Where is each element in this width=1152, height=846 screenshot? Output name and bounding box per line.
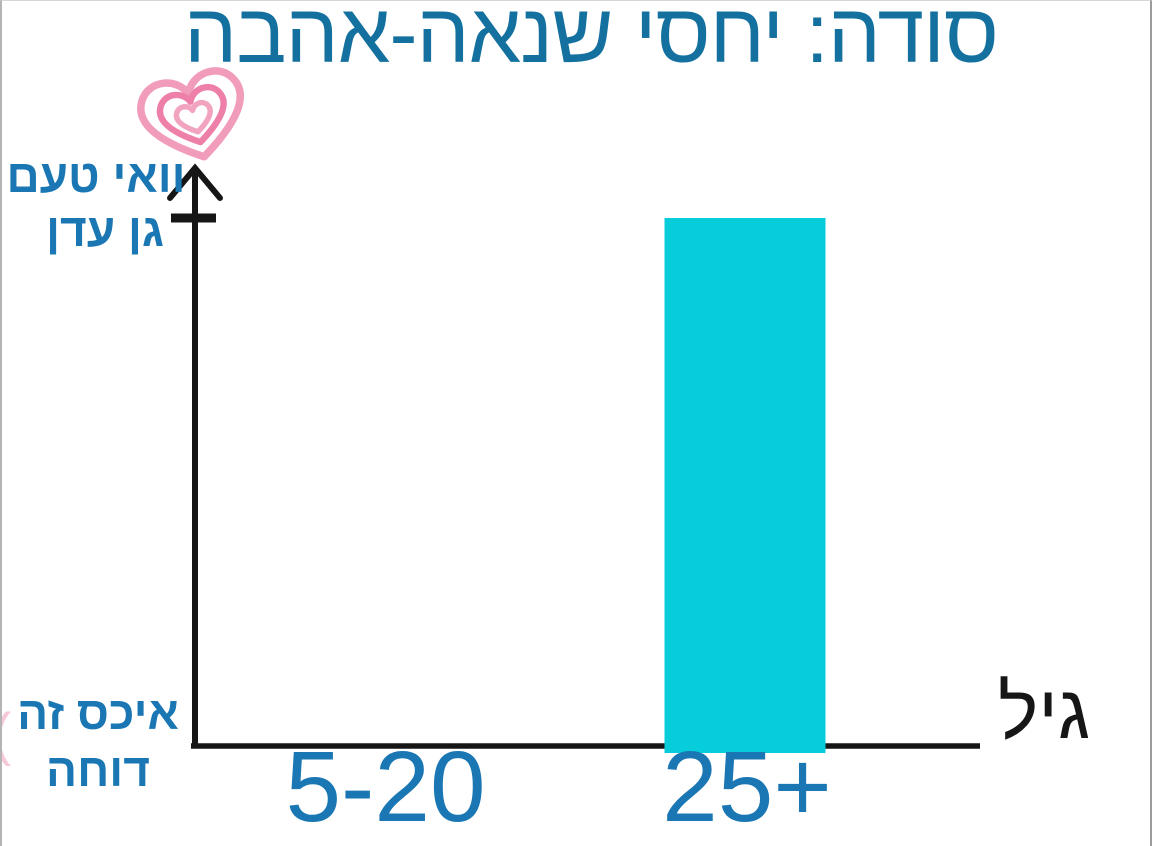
y-axis-max-label: וואי טעם גן עדן [2,149,190,257]
plot-area: 5-20 25+ [194,218,992,837]
bar-slot-5-20 [305,218,466,753]
chart-title: סודה: יחסי שנאה-אהבה [184,0,999,80]
y-axis-min-label-line2: דוחה [46,744,150,796]
bar-slot-25-plus [664,218,826,753]
x-axis-title: גיל [998,670,1091,755]
y-axis-min-label: איכס זה דוחה [2,685,194,799]
x-category-label-5-20: 5-20 [285,731,486,843]
y-axis-max-label-line1: וואי טעם [6,150,186,202]
y-axis-min-label-line1: איכס זה [17,687,179,739]
bar-25-plus [664,218,826,753]
y-axis-arrow-icon [167,163,223,201]
stray-parenthesis-mark: ( [2,701,11,768]
x-category-label-25-plus: 25+ [662,731,832,843]
heart-doodle-icon [137,67,244,161]
y-axis-max-label-line2: גן עדן [46,204,164,256]
